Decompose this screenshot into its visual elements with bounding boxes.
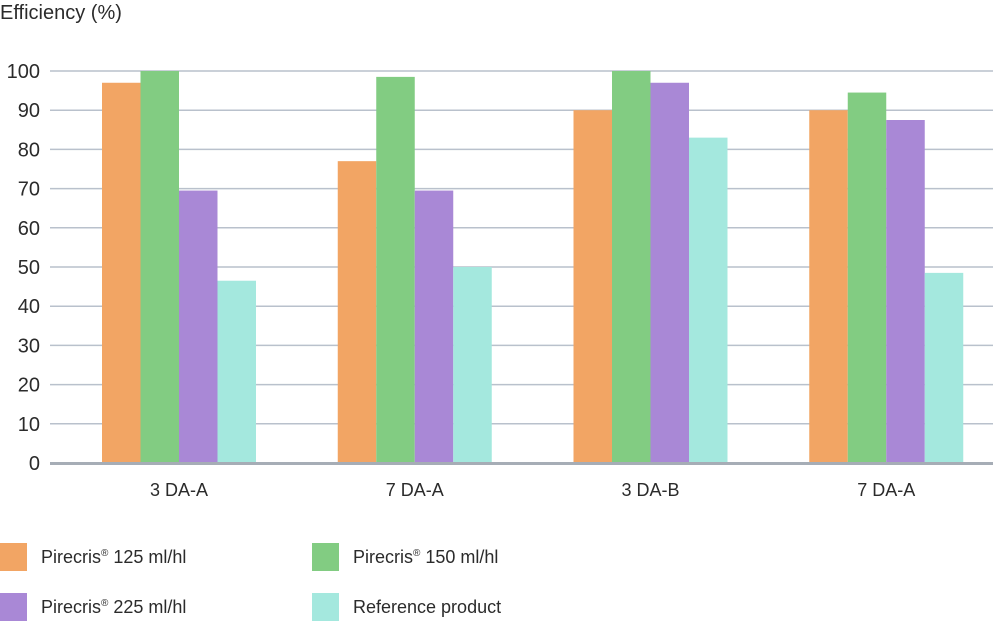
legend-item-150: Pirecris® 150 ml/hl bbox=[312, 542, 498, 572]
bar bbox=[179, 190, 218, 463]
bar bbox=[102, 82, 141, 463]
legend-item-225: Pirecris® 225 ml/hl bbox=[0, 592, 186, 622]
bar bbox=[924, 272, 964, 463]
x-tick-label: 7 DA-A bbox=[386, 480, 444, 500]
x-tick-label: 3 DA-A bbox=[150, 480, 208, 500]
bar-chart: Efficiency (%) 0 10 20 30 40 50 60 70 80 90 100 3 … bbox=[0, 2, 993, 500]
y-tick-label: 20 bbox=[18, 375, 40, 397]
bar bbox=[217, 280, 256, 463]
y-tick-label: 60 bbox=[18, 218, 40, 240]
legend-label: Pirecris® 125 ml/hl bbox=[41, 546, 187, 567]
y-tick-label: 90 bbox=[18, 100, 40, 122]
bar bbox=[612, 71, 651, 463]
y-tick-label: 10 bbox=[18, 414, 40, 436]
legend-label: Pirecris® 150 ml/hl bbox=[353, 546, 499, 567]
bar bbox=[650, 82, 689, 463]
bar bbox=[453, 267, 492, 463]
bar bbox=[847, 92, 887, 463]
y-tick-label: 30 bbox=[18, 335, 40, 357]
x-axis-ticks: 3 DA-A 7 DA-A 3 DA-B 7 DA-A bbox=[150, 480, 915, 500]
legend-label: Pirecris® 225 ml/hl bbox=[41, 596, 187, 617]
x-tick-label: 3 DA-B bbox=[621, 480, 679, 500]
y-tick-label: 70 bbox=[18, 179, 40, 201]
y-tick-label: 0 bbox=[29, 453, 40, 475]
x-tick-label: 7 DA-A bbox=[857, 480, 915, 500]
bars bbox=[102, 71, 964, 463]
legend-swatch bbox=[312, 593, 339, 621]
legend-item-125: Pirecris® 125 ml/hl bbox=[0, 542, 186, 572]
y-tick-label: 100 bbox=[7, 61, 40, 83]
legend-item-reference: Reference product bbox=[312, 592, 501, 622]
legend-swatch bbox=[0, 593, 27, 621]
bar bbox=[337, 161, 377, 463]
y-tick-label: 50 bbox=[18, 257, 40, 279]
legend: Pirecris® 125 ml/hl Pirecris® 150 ml/hl … bbox=[0, 536, 999, 626]
bar bbox=[689, 137, 728, 463]
bar bbox=[414, 190, 454, 463]
legend-swatch bbox=[0, 543, 27, 571]
legend-swatch bbox=[312, 543, 339, 571]
bar bbox=[376, 76, 415, 463]
legend-label: Reference product bbox=[353, 596, 502, 617]
y-tick-label: 40 bbox=[18, 296, 40, 318]
bar bbox=[573, 110, 612, 463]
y-axis-ticks: 0 10 20 30 40 50 60 70 80 90 100 bbox=[7, 61, 40, 475]
y-axis-label: Efficiency (%) bbox=[0, 2, 122, 24]
bar bbox=[809, 110, 848, 463]
bar bbox=[140, 71, 179, 463]
bar bbox=[886, 120, 925, 463]
y-tick-label: 80 bbox=[18, 139, 40, 161]
